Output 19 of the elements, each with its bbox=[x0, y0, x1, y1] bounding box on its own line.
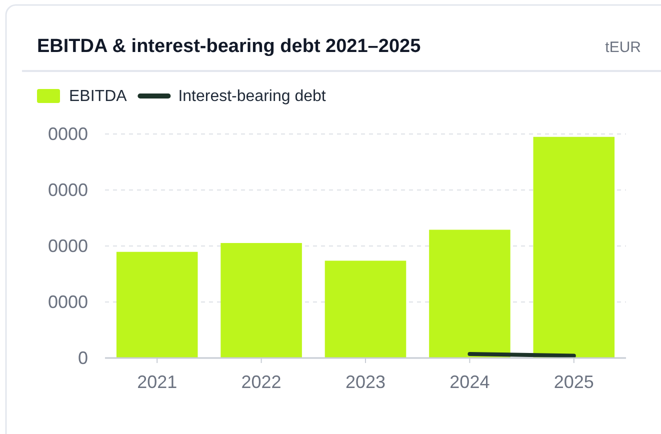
legend-label: EBITDA bbox=[69, 88, 128, 105]
legend-label: Interest-bearing debt bbox=[178, 88, 326, 105]
text: 0000 bbox=[48, 236, 88, 256]
bar bbox=[220, 243, 302, 358]
text: 0000 bbox=[48, 292, 88, 312]
text: tEUR bbox=[605, 39, 642, 56]
bar bbox=[429, 230, 510, 358]
text: 0000 bbox=[48, 124, 88, 144]
chart-title: EBITDA & interest-bearing debt 2021–2025 bbox=[37, 36, 422, 57]
bar bbox=[116, 252, 198, 358]
x-tick-label: 2022 bbox=[241, 372, 282, 392]
x-tick-label: 2023 bbox=[345, 372, 386, 392]
x-tick-label: 2024 bbox=[450, 372, 490, 392]
text: 0 bbox=[78, 348, 88, 368]
bar bbox=[324, 260, 406, 358]
bar bbox=[533, 136, 615, 358]
x-tick-label: 2025 bbox=[554, 372, 594, 392]
x-tick-label: 2021 bbox=[137, 372, 178, 392]
text: 0000 bbox=[48, 180, 88, 200]
